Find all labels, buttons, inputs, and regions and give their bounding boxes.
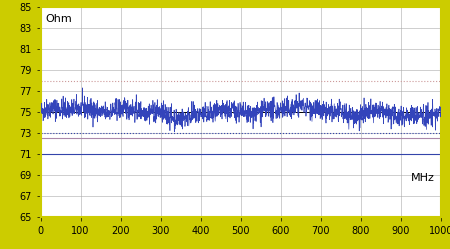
Text: Ohm: Ohm <box>45 14 72 24</box>
Text: MHz: MHz <box>411 173 435 183</box>
